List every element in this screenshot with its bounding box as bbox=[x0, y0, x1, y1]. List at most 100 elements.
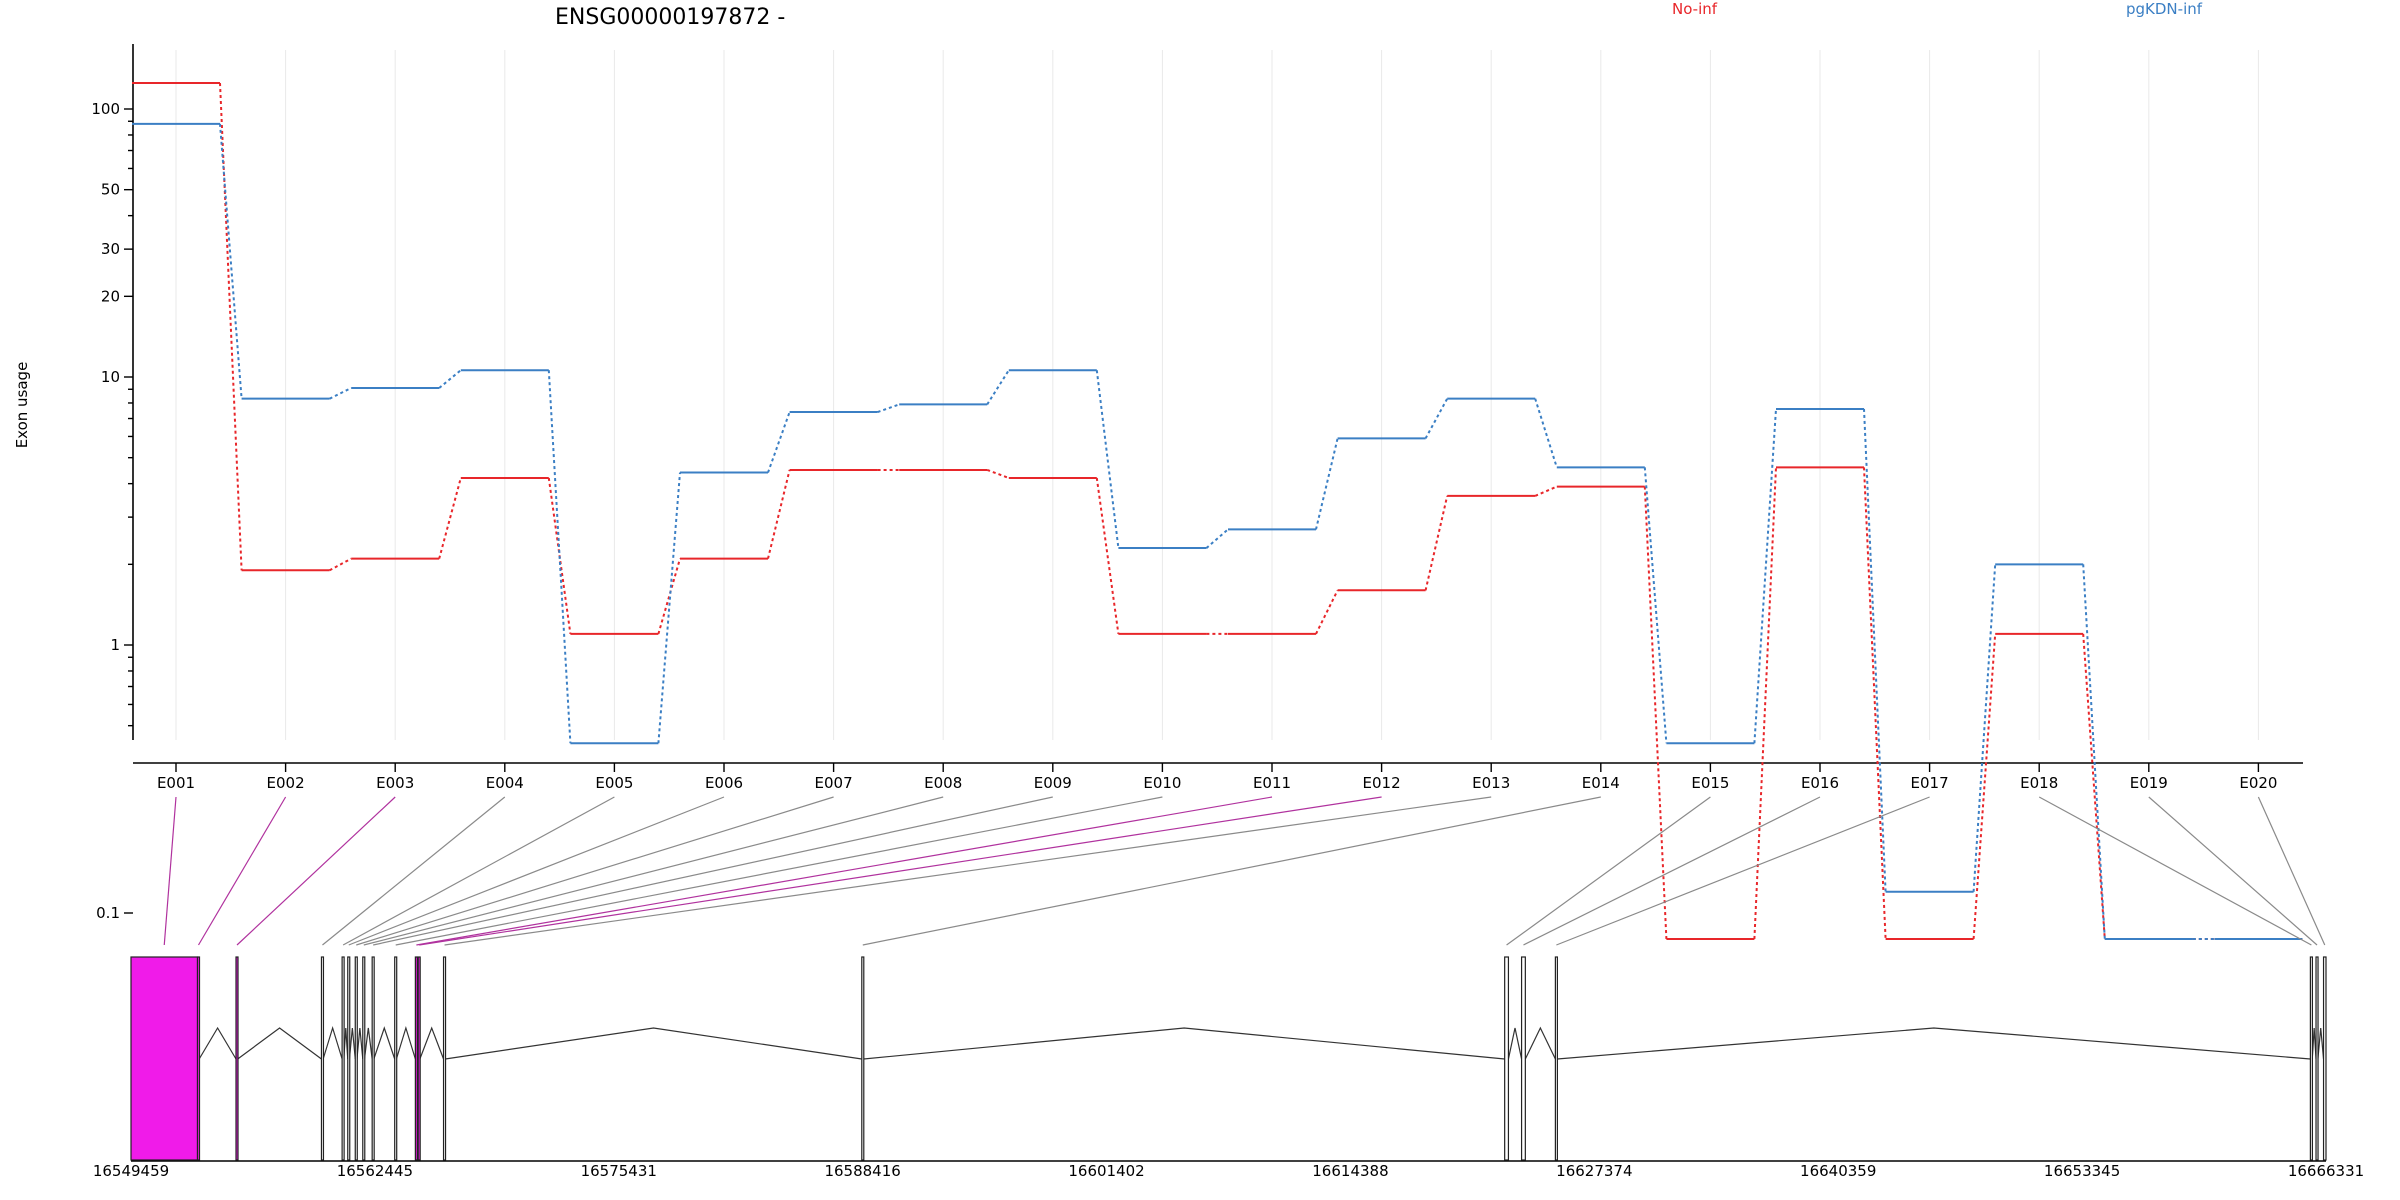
series-no-inf bbox=[132, 82, 2303, 940]
x-tick-label-e004: E004 bbox=[486, 774, 524, 792]
exon-box-e004 bbox=[320, 956, 325, 1161]
series-1-transition-e016 bbox=[1863, 408, 1887, 892]
y-tick-label-30: 30 bbox=[101, 240, 120, 258]
link-line-e015 bbox=[1506, 796, 1711, 946]
link-line-e010 bbox=[395, 796, 1163, 946]
exon-box-e009 bbox=[371, 956, 375, 1161]
x-tick-label-e019: E019 bbox=[2130, 774, 2168, 792]
gene-coord-label-16640359: 16640359 bbox=[1800, 1162, 1876, 1180]
exon-box-e015 bbox=[1504, 956, 1510, 1161]
intron-4 bbox=[322, 1025, 343, 1060]
link-line-e003 bbox=[236, 796, 396, 946]
x-tick-label-e008: E008 bbox=[924, 774, 962, 792]
series-0-transition-e003 bbox=[438, 477, 462, 559]
gene-coord-label-16666331: 16666331 bbox=[2288, 1162, 2364, 1180]
intron-14 bbox=[863, 1027, 1505, 1060]
gene-coord-label-16614388: 16614388 bbox=[1312, 1162, 1388, 1180]
intron-12 bbox=[419, 1026, 445, 1060]
link-line-e002 bbox=[197, 796, 287, 946]
series-1-transition-e017 bbox=[1972, 564, 1997, 892]
exon-box-e020 bbox=[2322, 956, 2327, 1161]
link-line-e013 bbox=[444, 796, 1492, 946]
exon-box-e018 bbox=[2309, 956, 2313, 1161]
link-line-e009 bbox=[373, 796, 1053, 946]
intron-15 bbox=[1507, 1027, 1523, 1060]
exon-box-e007 bbox=[354, 956, 358, 1161]
series-0-transition-e015 bbox=[1753, 467, 1777, 940]
intron-6 bbox=[348, 1027, 356, 1060]
y-tick-label-0.1: 0.1 bbox=[96, 904, 120, 922]
series-1-transition-e005 bbox=[657, 472, 681, 744]
exon-box-e019 bbox=[2315, 956, 2319, 1161]
x-tick-label-e005: E005 bbox=[595, 774, 633, 792]
series-1-transition-e002 bbox=[329, 387, 352, 400]
link-line-e012 bbox=[419, 796, 1382, 946]
exon-box-e010 bbox=[394, 956, 398, 1161]
series-0-transition-e009 bbox=[1095, 477, 1120, 635]
gene-coord-label-16588416: 16588416 bbox=[824, 1162, 900, 1180]
axes-layer: 0.1 1 10 20 30 50 100 E001 E002 E003 E004 E005 E006 E… bbox=[91, 44, 2303, 922]
series-0-transition-e018 bbox=[2082, 633, 2106, 940]
x-tick-label-e018: E018 bbox=[2020, 774, 2058, 792]
y-tick-label-1: 1 bbox=[110, 636, 120, 654]
series-1-transition-e001 bbox=[219, 123, 243, 399]
x-tick-label-e017: E017 bbox=[1911, 774, 1949, 792]
y-tick-label-20: 20 bbox=[101, 287, 120, 305]
x-tick-label-e011: E011 bbox=[1253, 774, 1291, 792]
x-tick-label-e013: E013 bbox=[1472, 774, 1510, 792]
series-0-transition-e008 bbox=[986, 469, 1010, 479]
x-tick-label-e009: E009 bbox=[1034, 774, 1072, 792]
series-1-transition-e003 bbox=[438, 369, 462, 389]
series-1-transition-e011 bbox=[1315, 438, 1339, 530]
link-line-e017 bbox=[1556, 796, 1930, 946]
series-0-transition-e006 bbox=[767, 469, 791, 559]
x-tick-label-e015: E015 bbox=[1691, 774, 1729, 792]
chart-title: ENSG00000197872 - bbox=[555, 5, 785, 30]
exon-box-e003 bbox=[235, 956, 239, 1161]
link-line-e016 bbox=[1523, 796, 1821, 946]
series-1-transition-e007 bbox=[877, 403, 900, 413]
series-1-transition-e009 bbox=[1095, 370, 1120, 549]
intron-2 bbox=[198, 1026, 237, 1060]
series-1-transition-e015 bbox=[1753, 408, 1777, 744]
series-1-transition-e004 bbox=[547, 370, 572, 744]
x-tick-label-e016: E016 bbox=[1801, 774, 1839, 792]
link-line-e006 bbox=[348, 796, 725, 946]
series-0-transition-e017 bbox=[1972, 633, 1997, 940]
exon-box-e002 bbox=[196, 956, 201, 1161]
y-axis-label: Exon usage bbox=[13, 362, 31, 449]
gene-coord-label-16562445: 16562445 bbox=[337, 1162, 413, 1180]
exon-box-e017 bbox=[1554, 956, 1558, 1161]
series-1-transition-e006 bbox=[767, 411, 791, 473]
exon-box-e014 bbox=[861, 956, 865, 1161]
exon-box-e013 bbox=[442, 956, 447, 1161]
legend-pgkdn-inf: pgKDN-inf bbox=[2126, 0, 2203, 18]
link-line-e008 bbox=[363, 796, 944, 946]
series-1-transition-e008 bbox=[986, 369, 1010, 405]
exon-box-e016 bbox=[1520, 956, 1526, 1161]
series-0-transition-e002 bbox=[329, 557, 352, 572]
x-tick-label-e006: E006 bbox=[705, 774, 743, 792]
series-0-transition-e012 bbox=[1424, 495, 1449, 591]
exon-box-e008 bbox=[362, 956, 366, 1161]
x-tick-label-e001: E001 bbox=[157, 774, 195, 792]
exon-box-e005 bbox=[341, 956, 345, 1161]
exon-box-e006 bbox=[347, 956, 351, 1161]
intron-17 bbox=[1557, 1027, 2311, 1060]
link-line-e020 bbox=[2257, 796, 2326, 946]
exon-box-e011 bbox=[414, 956, 418, 1161]
gene-coord-label-16549459: 16549459 bbox=[93, 1162, 169, 1180]
intron-8 bbox=[363, 1027, 373, 1060]
x-tick-label-e014: E014 bbox=[1582, 774, 1620, 792]
link-line-e011 bbox=[416, 796, 1273, 946]
link-line-e014 bbox=[862, 796, 1601, 946]
grid-layer bbox=[175, 50, 2259, 740]
link-line-e019 bbox=[2148, 796, 2318, 946]
intron-7 bbox=[356, 1027, 364, 1060]
gene-coord-label-16627374: 16627374 bbox=[1556, 1162, 1632, 1180]
exon-box-e001 bbox=[130, 956, 199, 1161]
y-tick-label-100: 100 bbox=[91, 100, 120, 118]
series-1-transition-e010 bbox=[1205, 528, 1229, 549]
intron-16 bbox=[1524, 1026, 1556, 1060]
intron-13 bbox=[445, 1027, 862, 1060]
